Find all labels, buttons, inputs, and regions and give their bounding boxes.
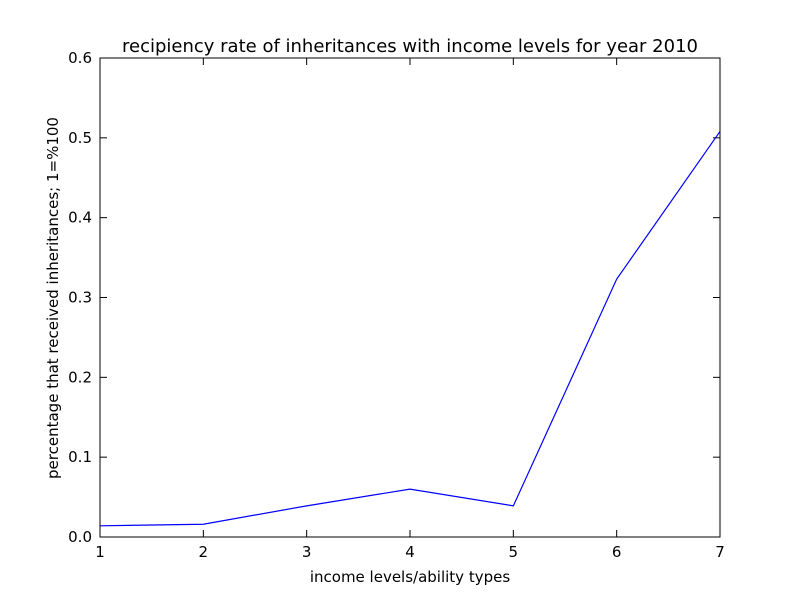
y-tick-label: 0.3 (68, 289, 92, 307)
x-axis-label: income levels/ability types (310, 568, 510, 586)
axis-ticks: 1 2 3 4 5 6 7 0.0 0.1 0.2 0.3 0.4 0.5 0.6 (68, 49, 725, 561)
y-tick-label: 0.4 (68, 209, 92, 227)
y-axis-label: percentage that received inheritances; 1… (44, 117, 62, 479)
y-tick-label: 0.2 (68, 368, 92, 386)
x-tick-label: 6 (612, 543, 622, 561)
series-line (99, 131, 721, 527)
plot-frame (99, 57, 721, 538)
y-tick-label: 0.0 (68, 528, 92, 546)
series-layer (99, 131, 721, 527)
y-tick-label: 0.5 (68, 129, 92, 147)
x-tick-label: 5 (509, 543, 519, 561)
y-tick-label: 0.6 (68, 49, 92, 67)
chart-title: recipiency rate of inheritances with inc… (122, 36, 698, 57)
x-tick-label: 1 (95, 543, 105, 561)
x-tick-label: 4 (405, 543, 415, 561)
x-tick-label: 2 (199, 543, 209, 561)
y-tick-label: 0.1 (68, 448, 92, 466)
x-tick-label: 7 (715, 543, 725, 561)
x-tick-label: 3 (302, 543, 312, 561)
